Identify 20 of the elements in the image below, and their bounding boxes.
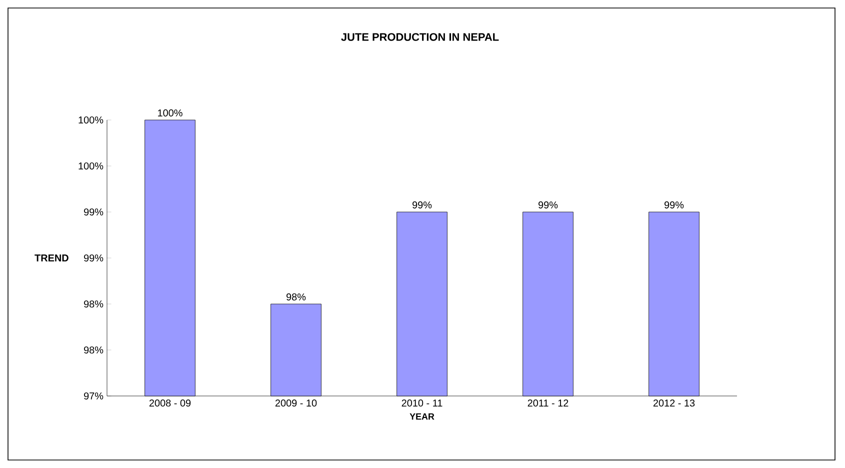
y-tick-label: 99% — [84, 254, 104, 262]
x-tick-label: 2010 - 11 — [402, 400, 442, 407]
x-tick-label: 2012 - 13 — [653, 400, 695, 407]
x-tick-label: 2009 - 10 — [275, 400, 317, 407]
y-tick-label: 100% — [78, 162, 104, 170]
x-tick-label: 2008 - 09 — [149, 400, 191, 407]
y-tick-label: 98% — [84, 346, 104, 354]
data-label: 99% — [412, 201, 432, 208]
x-tick-label: 2011 - 12 — [528, 400, 568, 407]
data-label: 99% — [538, 201, 558, 208]
y-axis-title: TREND — [34, 254, 68, 262]
y-tick-label: 100% — [78, 116, 104, 124]
chart-title: JUTE PRODUCTION IN NEPAL — [341, 33, 499, 41]
data-label: 99% — [664, 201, 684, 208]
data-label: 100% — [158, 109, 182, 116]
data-label: 98% — [286, 293, 306, 300]
y-tick-label: 98% — [84, 300, 104, 308]
x-axis-title: YEAR — [410, 413, 434, 420]
y-tick-label: 97% — [84, 392, 104, 400]
y-tick-label: 99% — [84, 208, 104, 216]
